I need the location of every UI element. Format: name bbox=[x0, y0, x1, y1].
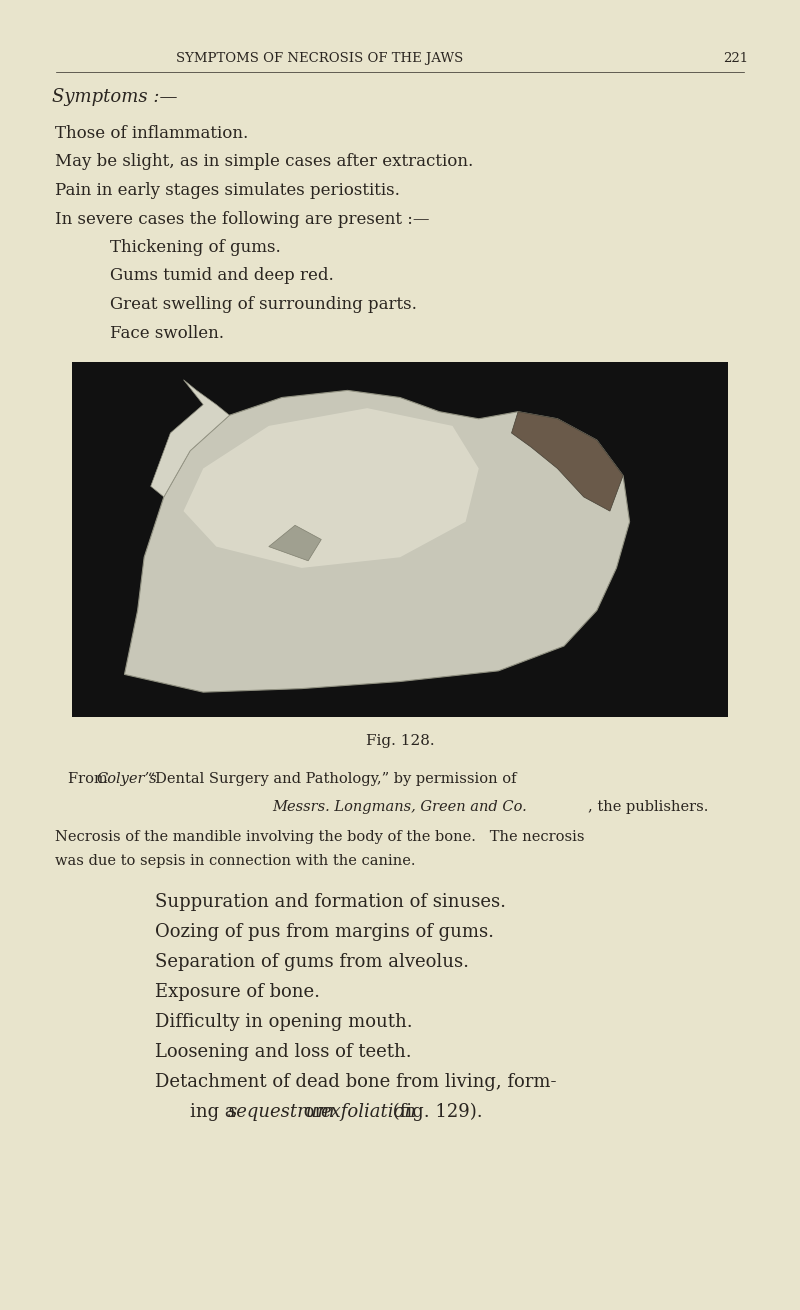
Text: Great swelling of surrounding parts.: Great swelling of surrounding parts. bbox=[110, 296, 417, 313]
Text: or: or bbox=[298, 1103, 329, 1121]
Text: (fig. 129).: (fig. 129). bbox=[387, 1103, 482, 1121]
Text: Separation of gums from alveolus.: Separation of gums from alveolus. bbox=[155, 952, 469, 971]
Text: SYMPTOMS OF NECROSIS OF THE JAWS: SYMPTOMS OF NECROSIS OF THE JAWS bbox=[176, 52, 464, 66]
Text: Pain in early stages simulates periostitis.: Pain in early stages simulates periostit… bbox=[55, 182, 400, 199]
Text: Suppuration and formation of sinuses.: Suppuration and formation of sinuses. bbox=[155, 893, 506, 910]
Text: Exposure of bone.: Exposure of bone. bbox=[155, 982, 320, 1001]
Text: Difficulty in opening mouth.: Difficulty in opening mouth. bbox=[155, 1013, 413, 1031]
Text: sequestrum: sequestrum bbox=[228, 1103, 335, 1121]
Text: Loosening and loss of teeth.: Loosening and loss of teeth. bbox=[155, 1043, 412, 1061]
Text: ing a: ing a bbox=[190, 1103, 242, 1121]
Text: Gums tumid and deep red.: Gums tumid and deep red. bbox=[110, 267, 334, 284]
Text: May be slight, as in simple cases after extraction.: May be slight, as in simple cases after … bbox=[55, 153, 474, 170]
Text: Those of inflammation.: Those of inflammation. bbox=[55, 124, 248, 141]
Text: Fig. 128.: Fig. 128. bbox=[366, 734, 434, 748]
Bar bbox=[72, 362, 728, 717]
Text: Messrs. Longmans, Green and Co.: Messrs. Longmans, Green and Co. bbox=[273, 800, 527, 814]
Text: Detachment of dead bone from living, form-: Detachment of dead bone from living, for… bbox=[155, 1073, 557, 1091]
Text: Face swollen.: Face swollen. bbox=[110, 325, 224, 342]
Polygon shape bbox=[125, 390, 630, 692]
Polygon shape bbox=[269, 525, 322, 561]
Text: Necrosis of the mandible involving the body of the bone.   The necrosis: Necrosis of the mandible involving the b… bbox=[55, 831, 585, 844]
Text: In severe cases the following are present :—: In severe cases the following are presen… bbox=[55, 211, 430, 228]
Text: Oozing of pus from margins of gums.: Oozing of pus from margins of gums. bbox=[155, 924, 494, 941]
Text: 221: 221 bbox=[723, 52, 748, 66]
Text: “Dental Surgery and Pathology,” by permission of: “Dental Surgery and Pathology,” by permi… bbox=[143, 772, 517, 786]
Text: exfoliation: exfoliation bbox=[320, 1103, 416, 1121]
Text: From: From bbox=[68, 772, 112, 786]
Polygon shape bbox=[150, 380, 230, 496]
Text: Thickening of gums.: Thickening of gums. bbox=[110, 238, 281, 255]
Text: Symptoms :—: Symptoms :— bbox=[52, 88, 178, 106]
Polygon shape bbox=[511, 411, 623, 511]
Polygon shape bbox=[183, 409, 478, 569]
Text: was due to sepsis in connection with the canine.: was due to sepsis in connection with the… bbox=[55, 854, 415, 869]
Text: Colyer’s: Colyer’s bbox=[96, 772, 157, 786]
Text: , the publishers.: , the publishers. bbox=[588, 800, 708, 814]
